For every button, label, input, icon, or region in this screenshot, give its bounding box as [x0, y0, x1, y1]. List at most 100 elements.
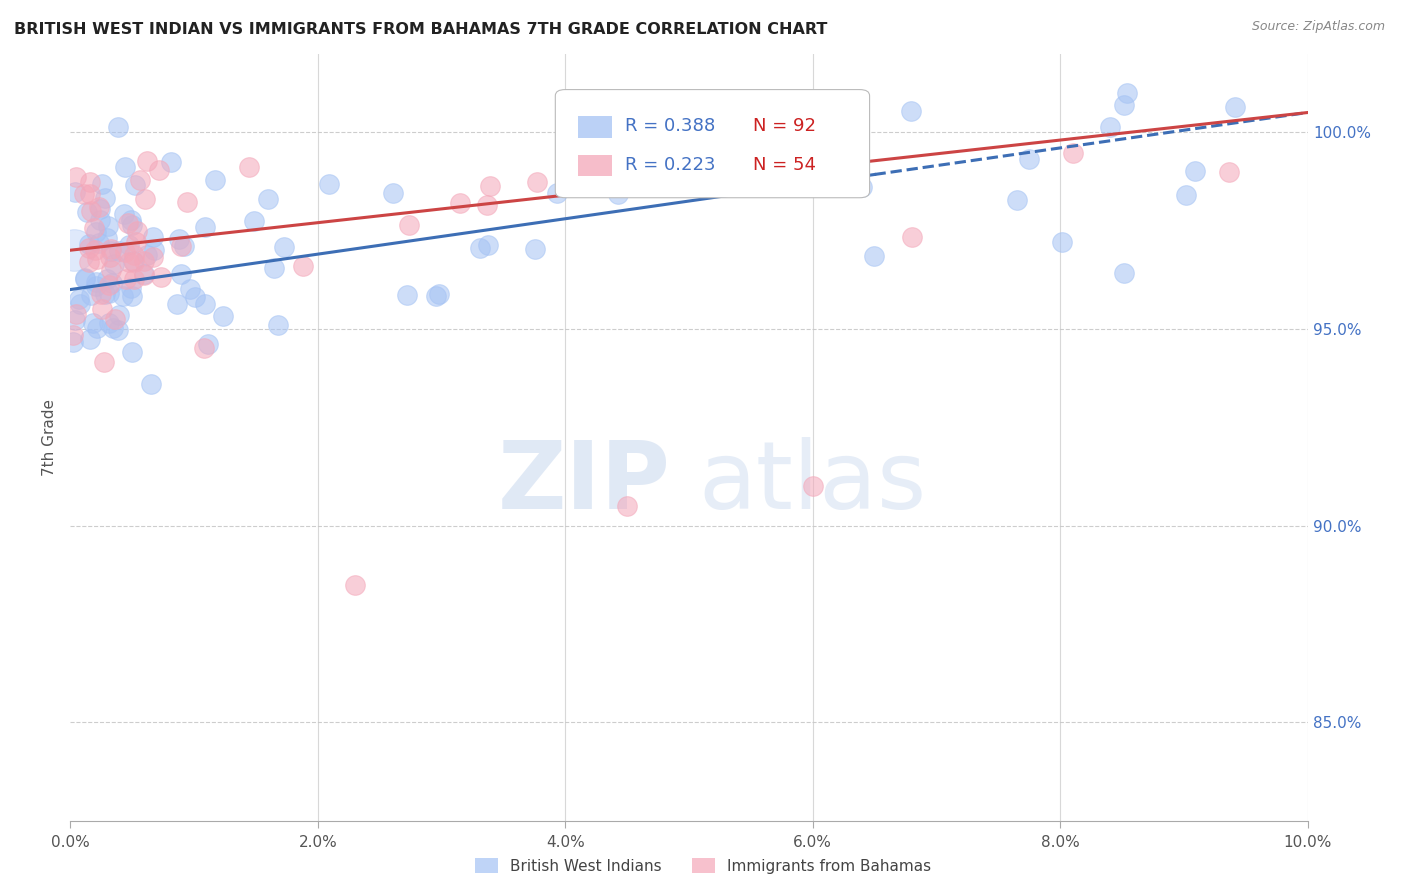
Point [122, 255, 145, 269]
Point [121, 219, 143, 233]
Point [79, 236, 101, 251]
Point [141, 377, 163, 392]
Point [142, 230, 165, 244]
Point [96, 231, 118, 245]
Point [125, 224, 148, 238]
Point [772, 113, 794, 128]
Point [475, 198, 498, 212]
Point [69, 297, 91, 311]
Point [83, 243, 105, 257]
Point [1098, 120, 1121, 134]
Point [212, 309, 235, 323]
Point [148, 163, 170, 178]
Point [194, 297, 217, 311]
Point [396, 288, 419, 302]
Point [100, 263, 122, 277]
Point [93, 191, 115, 205]
Point [107, 323, 129, 337]
Point [142, 250, 165, 264]
Text: R = 0.223: R = 0.223 [624, 156, 716, 174]
Point [1114, 266, 1136, 280]
Point [124, 235, 146, 250]
Point [98, 277, 121, 292]
Point [79, 332, 101, 346]
Point [65, 307, 87, 321]
Point [108, 308, 131, 322]
Point [63, 244, 86, 258]
Point [122, 271, 145, 285]
Point [1116, 86, 1139, 100]
Point [900, 229, 922, 244]
FancyBboxPatch shape [578, 155, 612, 177]
Point [122, 253, 145, 268]
Legend: British West Indians, Immigrants from Bahamas: British West Indians, Immigrants from Ba… [468, 852, 938, 880]
Point [79, 288, 101, 302]
Point [96, 219, 118, 233]
Point [851, 180, 873, 194]
Point [863, 249, 886, 263]
Point [86, 252, 108, 266]
Point [179, 282, 201, 296]
Point [98, 316, 121, 330]
Point [90, 302, 112, 317]
Point [101, 321, 124, 335]
Point [477, 237, 499, 252]
Y-axis label: 7th Grade: 7th Grade [42, 399, 58, 475]
Point [84, 278, 107, 293]
Point [176, 195, 198, 210]
Point [170, 239, 193, 253]
Point [343, 577, 366, 591]
Point [87, 200, 110, 214]
Point [79, 186, 101, 201]
FancyBboxPatch shape [578, 117, 612, 138]
Point [478, 179, 501, 194]
Point [129, 173, 152, 187]
Point [107, 120, 129, 134]
Point [80, 204, 103, 219]
Text: R = 0.388: R = 0.388 [624, 118, 714, 136]
Point [62, 334, 84, 349]
Point [100, 244, 122, 259]
Point [427, 287, 450, 301]
Point [616, 499, 638, 513]
Point [273, 240, 295, 254]
Point [98, 251, 121, 265]
Point [84, 226, 107, 240]
Point [132, 267, 155, 281]
Point [120, 213, 142, 227]
Text: Source: ZipAtlas.com: Source: ZipAtlas.com [1251, 20, 1385, 33]
Point [238, 160, 260, 174]
Point [1225, 100, 1247, 114]
Point [82, 316, 104, 330]
FancyBboxPatch shape [555, 89, 869, 198]
Point [120, 281, 142, 295]
Point [89, 202, 111, 216]
Point [1018, 152, 1040, 166]
Point [801, 479, 824, 493]
Point [149, 270, 172, 285]
Point [65, 313, 87, 327]
Point [450, 196, 472, 211]
Point [193, 341, 215, 355]
Point [77, 255, 100, 269]
Point [425, 289, 447, 303]
Point [89, 235, 111, 250]
Point [97, 285, 120, 300]
Point [79, 175, 101, 189]
Point [256, 192, 278, 206]
Point [67, 292, 90, 306]
Point [90, 287, 112, 301]
Point [100, 242, 122, 256]
Point [63, 185, 86, 199]
Point [121, 289, 143, 303]
Point [94, 287, 117, 301]
Point [318, 177, 340, 191]
Point [108, 244, 131, 259]
Point [134, 193, 156, 207]
Text: BRITISH WEST INDIAN VS IMMIGRANTS FROM BAHAMAS 7TH GRADE CORRELATION CHART: BRITISH WEST INDIAN VS IMMIGRANTS FROM B… [14, 22, 828, 37]
Text: atlas: atlas [699, 437, 927, 529]
Point [398, 219, 420, 233]
Point [77, 241, 100, 255]
Point [263, 260, 285, 275]
Point [75, 271, 97, 285]
